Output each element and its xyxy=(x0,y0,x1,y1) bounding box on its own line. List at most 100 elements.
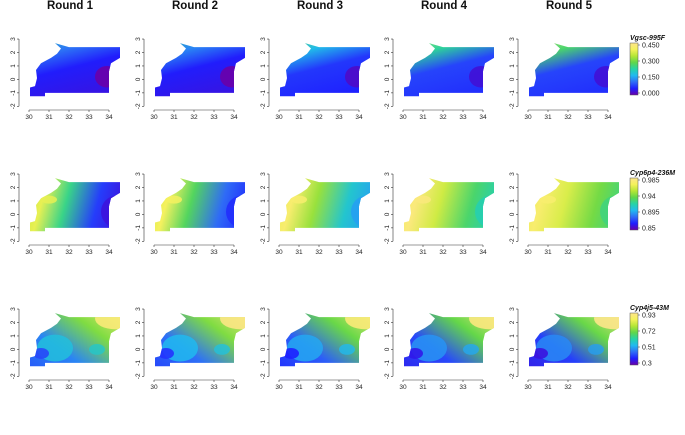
y-tick-label: -2 xyxy=(260,373,267,379)
x-tick-label: 31 xyxy=(295,384,303,391)
y-tick-label: 3 xyxy=(384,307,391,311)
y-tick-label: 1 xyxy=(384,334,391,338)
y-tick-label: 2 xyxy=(509,50,516,54)
x-tick-label: 32 xyxy=(190,384,198,391)
x-tick-label: 32 xyxy=(315,384,323,391)
y-tick-label: 1 xyxy=(384,199,391,203)
colorbar-title: Vgsc-995F xyxy=(630,35,666,42)
y-tick-label: 0 xyxy=(509,77,516,81)
x-tick-label: 34 xyxy=(355,249,363,256)
y-tick-label: -1 xyxy=(384,225,391,231)
x-tick-label: 32 xyxy=(190,249,198,256)
round-title: Round 1 xyxy=(47,0,94,12)
x-tick-label: 34 xyxy=(479,384,487,391)
y-tick-label: 0 xyxy=(260,77,267,81)
colorbar-tick-label: 0.3 xyxy=(642,361,652,368)
colorbar-tick-label: 0.150 xyxy=(642,75,660,82)
y-tick-label: 1 xyxy=(10,334,17,338)
y-tick-label: 3 xyxy=(260,37,267,41)
low-frequency-zone xyxy=(407,348,423,359)
low-frequency-zone xyxy=(463,344,479,355)
map-panel: 30 31 32 33 34 -2 -1 0 1 2 3 xyxy=(10,172,120,256)
x-tick-label: 30 xyxy=(275,114,283,121)
colorbar-tick-label: 0.450 xyxy=(642,43,660,50)
map-panel: 30 31 32 33 34 -2 -1 0 1 2 3 xyxy=(10,307,120,391)
x-tick-label: 33 xyxy=(210,384,218,391)
y-tick-label: 2 xyxy=(509,320,516,324)
x-tick-label: 34 xyxy=(355,114,363,121)
x-tick-label: 31 xyxy=(544,384,552,391)
y-tick-label: -1 xyxy=(135,360,142,366)
y-tick-label: 2 xyxy=(10,50,17,54)
map-panel: 30 31 32 33 34 -2 -1 0 1 2 3 xyxy=(384,172,494,256)
high-frequency-zone xyxy=(345,313,370,330)
x-tick-label: 33 xyxy=(85,114,93,121)
y-tick-label: -1 xyxy=(260,90,267,96)
low-frequency-zone xyxy=(33,348,49,359)
y-tick-label: 1 xyxy=(135,64,142,68)
y-tick-label: 1 xyxy=(509,199,516,203)
x-tick-label: 33 xyxy=(335,114,343,121)
low-frequency-zone xyxy=(600,195,619,228)
y-tick-label: 0 xyxy=(384,212,391,216)
y-tick-label: 0 xyxy=(509,347,516,351)
y-tick-label: -2 xyxy=(509,103,516,109)
y-tick-label: 0 xyxy=(135,77,142,81)
x-tick-label: 33 xyxy=(584,249,592,256)
y-tick-label: 3 xyxy=(384,172,391,176)
x-tick-label: 30 xyxy=(524,114,532,121)
x-tick-label: 31 xyxy=(419,249,427,256)
low-frequency-zone xyxy=(95,65,119,88)
y-tick-label: 3 xyxy=(509,307,516,311)
x-tick-label: 34 xyxy=(355,384,363,391)
x-tick-label: 32 xyxy=(190,114,198,121)
y-tick-label: -2 xyxy=(135,238,142,244)
x-tick-label: 33 xyxy=(210,249,218,256)
x-tick-label: 34 xyxy=(105,114,113,121)
y-tick-label: 3 xyxy=(260,172,267,176)
x-tick-label: 34 xyxy=(604,249,612,256)
x-tick-label: 33 xyxy=(85,249,93,256)
x-tick-label: 34 xyxy=(230,384,238,391)
y-tick-label: -2 xyxy=(10,238,17,244)
y-tick-label: 1 xyxy=(135,334,142,338)
colorbar-tick-label: 0.85 xyxy=(642,226,656,233)
y-tick-label: -2 xyxy=(384,238,391,244)
y-tick-label: 2 xyxy=(10,320,17,324)
high-frequency-zone xyxy=(166,195,182,204)
x-tick-label: 31 xyxy=(295,114,303,121)
x-tick-label: 32 xyxy=(65,114,73,121)
y-tick-label: 3 xyxy=(384,37,391,41)
low-frequency-zone xyxy=(101,195,120,228)
x-tick-label: 33 xyxy=(459,384,467,391)
y-tick-label: -1 xyxy=(135,90,142,96)
y-tick-label: -1 xyxy=(384,90,391,96)
y-tick-label: 1 xyxy=(509,334,516,338)
x-tick-label: 33 xyxy=(335,384,343,391)
y-tick-label: 2 xyxy=(384,50,391,54)
map-panel: 30 31 32 33 34 -2 -1 0 1 2 3 xyxy=(509,172,619,256)
low-frequency-zone xyxy=(594,65,618,88)
colorbar-tick-label: 0.985 xyxy=(642,178,660,185)
y-tick-label: 3 xyxy=(135,172,142,176)
y-tick-label: -2 xyxy=(509,238,516,244)
x-tick-label: 30 xyxy=(25,114,33,121)
low-frequency-zone xyxy=(220,65,244,88)
x-tick-label: 30 xyxy=(399,384,407,391)
y-tick-label: 1 xyxy=(10,199,17,203)
map-panel: 30 31 32 33 34 -2 -1 0 1 2 3 xyxy=(260,37,370,121)
map-panel: 30 31 32 33 34 -2 -1 0 1 2 3 xyxy=(10,37,120,121)
colorbar-title: Cyp4j5-43M xyxy=(630,305,669,312)
x-tick-label: 31 xyxy=(295,249,303,256)
y-tick-label: 0 xyxy=(135,347,142,351)
y-tick-label: -2 xyxy=(135,103,142,109)
low-frequency-zone xyxy=(351,195,370,228)
x-tick-label: 31 xyxy=(45,249,53,256)
y-tick-label: 1 xyxy=(509,64,516,68)
y-tick-label: 0 xyxy=(135,212,142,216)
x-tick-label: 31 xyxy=(45,384,53,391)
y-tick-label: 0 xyxy=(384,77,391,81)
